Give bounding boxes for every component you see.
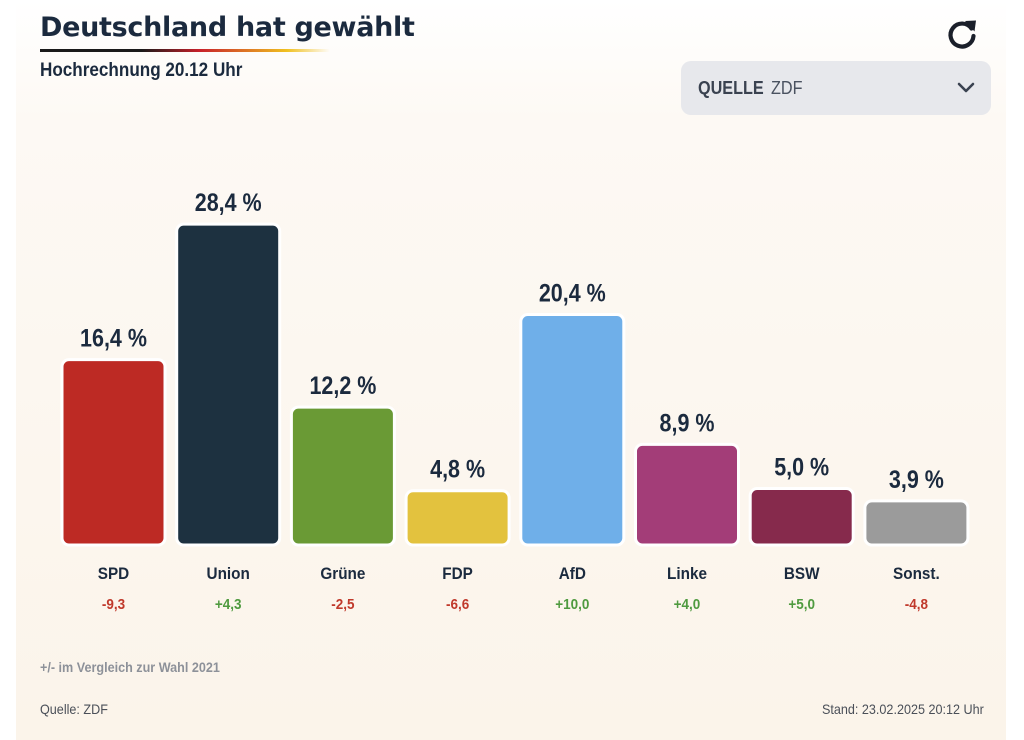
category-label: Sonst. <box>893 564 940 583</box>
category-label: Grüne <box>320 564 365 583</box>
timestamp-footer: Stand: 23.02.2025 20:12 Uhr <box>822 701 984 717</box>
change-label: +4,3 <box>215 596 242 613</box>
bar-union <box>175 222 282 547</box>
change-label: -6,6 <box>446 596 469 613</box>
source-value: ZDF <box>771 78 803 98</box>
comparison-note: +/- im Vergleich zur Wahl 2021 <box>40 659 220 675</box>
value-label: 20,4 % <box>539 279 606 307</box>
value-label: 8,9 % <box>660 409 715 437</box>
category-label: BSW <box>784 564 820 583</box>
source-label: QUELLE <box>698 78 764 98</box>
value-label: 5,0 % <box>774 453 829 481</box>
bar-afd <box>519 312 626 547</box>
bar-linke <box>634 442 740 547</box>
change-label: +10,0 <box>555 596 589 613</box>
title-underline <box>40 49 330 52</box>
bar-bsw <box>748 487 855 547</box>
value-label: 16,4 % <box>80 324 147 352</box>
source-dropdown[interactable]: QUELLE ZDF <box>681 61 991 115</box>
category-label: AfD <box>559 564 586 583</box>
change-label: +5,0 <box>788 596 815 613</box>
change-label: -4,8 <box>905 596 928 613</box>
bar-fdp <box>404 489 511 547</box>
change-label: -2,5 <box>331 596 354 613</box>
category-label: Linke <box>667 564 707 583</box>
value-label: 28,4 % <box>195 189 262 217</box>
change-label: +4,0 <box>674 596 701 613</box>
page-title: Deutschland hat gewählt <box>40 12 415 43</box>
category-label: SPD <box>98 564 129 583</box>
bar-sonst <box>863 499 970 547</box>
bar-grüne <box>289 405 396 547</box>
category-label: Union <box>207 564 250 583</box>
refresh-icon[interactable] <box>943 16 981 54</box>
value-label: 4,8 % <box>430 455 485 483</box>
category-label: FDP <box>442 564 473 583</box>
bar-chart: 16,4 % SPD -9,3 28,4 % Union +4,3 12,2 % Grüne -… <box>60 189 970 613</box>
chevron-down-icon <box>957 82 975 93</box>
bar-spd <box>60 358 167 547</box>
change-label: -9,3 <box>102 596 125 613</box>
source-footer: Quelle: ZDF <box>40 701 108 717</box>
value-label: 12,2 % <box>309 372 376 400</box>
page-subtitle: Hochrechnung 20.12 Uhr <box>40 60 243 81</box>
value-label: 3,9 % <box>889 465 944 493</box>
